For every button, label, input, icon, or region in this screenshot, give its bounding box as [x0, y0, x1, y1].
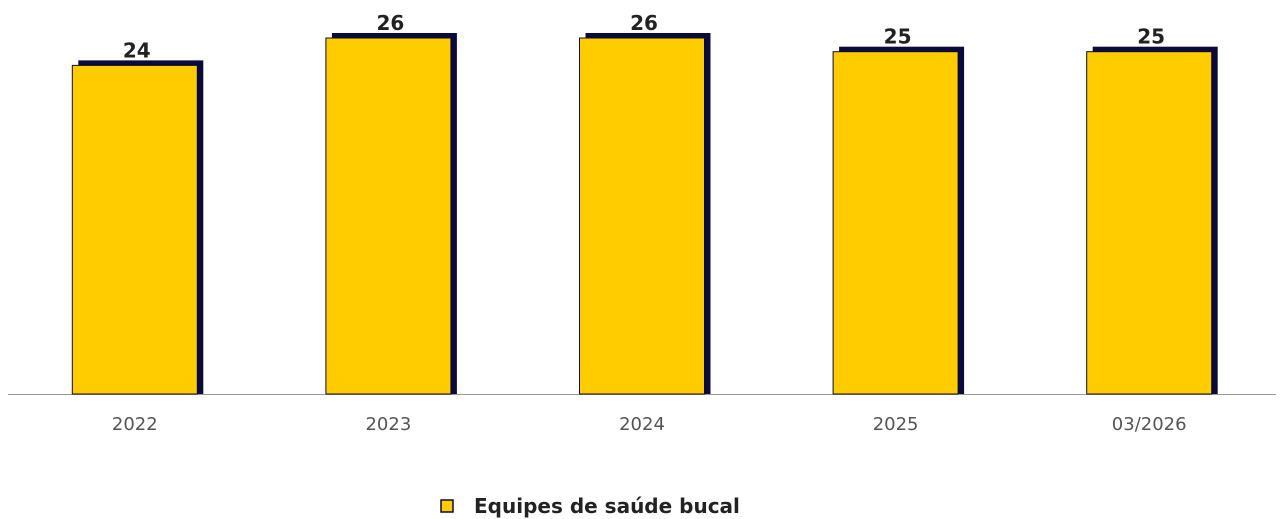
bar	[71, 64, 198, 395]
value-label: 25	[1137, 25, 1165, 49]
x-tick-label: 2022	[112, 414, 158, 435]
legend-label: Equipes de saúde bucal	[474, 494, 740, 518]
x-tick-label: 2024	[619, 414, 665, 435]
value-label: 26	[630, 11, 658, 35]
x-tick-label: 03/2026	[1112, 414, 1187, 435]
bar	[832, 51, 959, 395]
x-tick-label: 2025	[873, 414, 919, 435]
value-label: 24	[123, 38, 151, 62]
value-label: 26	[376, 11, 404, 35]
bar	[325, 37, 452, 395]
legend-marker	[440, 499, 454, 513]
bar	[1086, 51, 1213, 395]
x-tick-label: 2023	[365, 414, 411, 435]
value-label: 25	[884, 25, 912, 49]
bar	[579, 37, 705, 395]
